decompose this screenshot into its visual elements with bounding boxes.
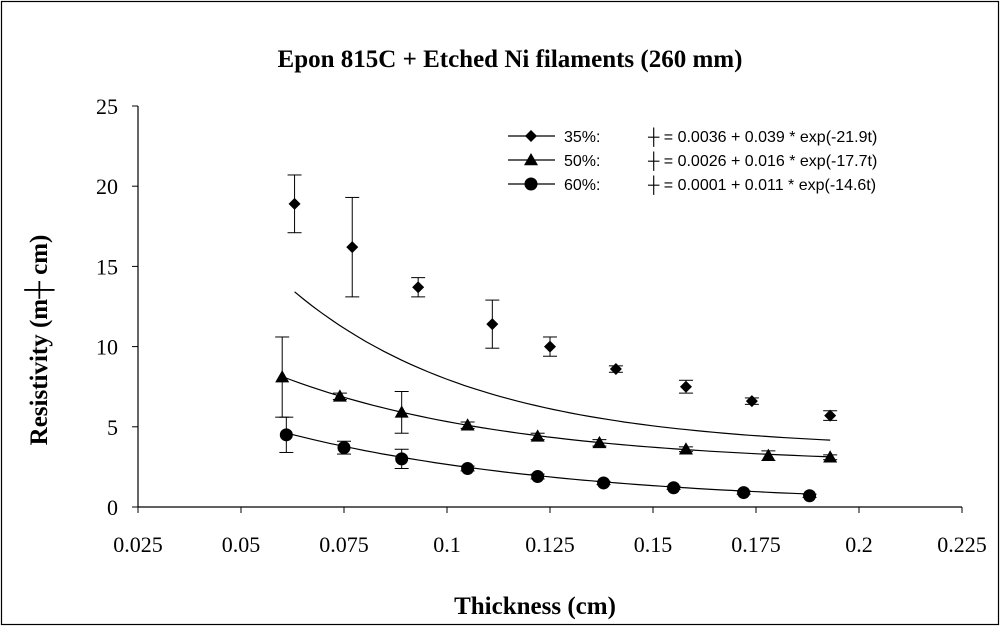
x-tick-label: 0.125: [525, 532, 575, 557]
data-point: [667, 481, 681, 495]
fit-curve: [294, 291, 831, 441]
data-point: [803, 489, 817, 503]
legend-fit-equation: ┼ = 0.0001 + 0.011 * exp(-14.6t): [647, 175, 876, 195]
legend-label: 35%:: [564, 129, 600, 146]
data-point: [332, 389, 347, 402]
data-point: [395, 452, 409, 466]
y-tick-label: 25: [96, 94, 118, 119]
data-point: [544, 340, 556, 353]
y-axis-label: Resistivity (m┼ cm): [24, 235, 55, 446]
fit-curve: [286, 432, 810, 495]
data-point: [824, 409, 837, 422]
data-point: [609, 363, 622, 376]
legend-fit-equation: ┼ = 0.0036 + 0.039 * exp(-21.9t): [647, 127, 877, 147]
data-point: [745, 395, 758, 408]
data-point: [737, 486, 751, 500]
data-point: [288, 197, 301, 210]
legend-label: 60%:: [564, 177, 600, 194]
data-point: [592, 435, 607, 449]
fit-curve: [281, 376, 831, 458]
x-tick-label: 0.15: [634, 532, 673, 557]
axes: 0.025 0.05 0.075 0.1 0.125 0.15 0.175 0.2 0.225 0…: [96, 94, 987, 557]
x-axis-label: Thickness (cm): [454, 593, 616, 620]
data-point: [394, 405, 409, 418]
y-tick-label: 15: [96, 254, 118, 279]
data-point: [412, 281, 425, 294]
legend-label: 50%:: [564, 153, 600, 170]
data-point: [761, 448, 776, 461]
plot-area: [275, 174, 838, 503]
x-tick-label: 0.05: [222, 532, 261, 557]
data-point: [531, 470, 545, 484]
legend-fit-equation: ┼ = 0.0026 + 0.016 * exp(-17.7t): [647, 151, 877, 171]
data-point: [461, 462, 475, 476]
legend-marker: [524, 177, 538, 191]
data-point: [823, 450, 838, 463]
data-point: [275, 370, 290, 383]
y-tick-label: 10: [96, 335, 118, 360]
x-tick-label: 0.225: [937, 532, 987, 557]
data-point: [486, 318, 499, 331]
series-diamond: [287, 174, 838, 441]
data-point: [337, 441, 351, 455]
series-triangle: [275, 336, 838, 463]
y-tick-label: 20: [96, 174, 118, 199]
x-tick-label: 0.025: [113, 532, 163, 557]
chart-title: Epon 815C + Etched Ni filaments (260 mm): [278, 46, 743, 73]
data-point: [530, 429, 545, 442]
x-tick-label: 0.075: [319, 532, 369, 557]
y-tick-label: 5: [107, 415, 118, 440]
data-point: [679, 380, 692, 393]
series-circle: [279, 416, 817, 503]
legend-entry: 60%: ┼ = 0.0001 + 0.011 * exp(-14.6t): [508, 175, 876, 195]
data-point: [279, 428, 293, 442]
legend: 35%: ┼ = 0.0036 + 0.039 * exp(-21.9t) 50%:…: [508, 127, 877, 195]
legend-marker: [525, 130, 537, 142]
legend-entry: 50%: ┼ = 0.0026 + 0.016 * exp(-17.7t): [508, 151, 877, 171]
legend-entry: 35%: ┼ = 0.0036 + 0.039 * exp(-21.9t): [508, 127, 877, 147]
x-tick-label: 0.175: [731, 532, 781, 557]
y-tick-label: 0: [107, 495, 118, 520]
x-tick-label: 0.1: [433, 532, 461, 557]
legend-marker: [524, 153, 538, 166]
data-point: [597, 476, 611, 490]
x-tick-label: 0.2: [845, 532, 873, 557]
data-point: [678, 442, 693, 455]
data-point: [346, 241, 359, 254]
data-point: [460, 418, 475, 431]
